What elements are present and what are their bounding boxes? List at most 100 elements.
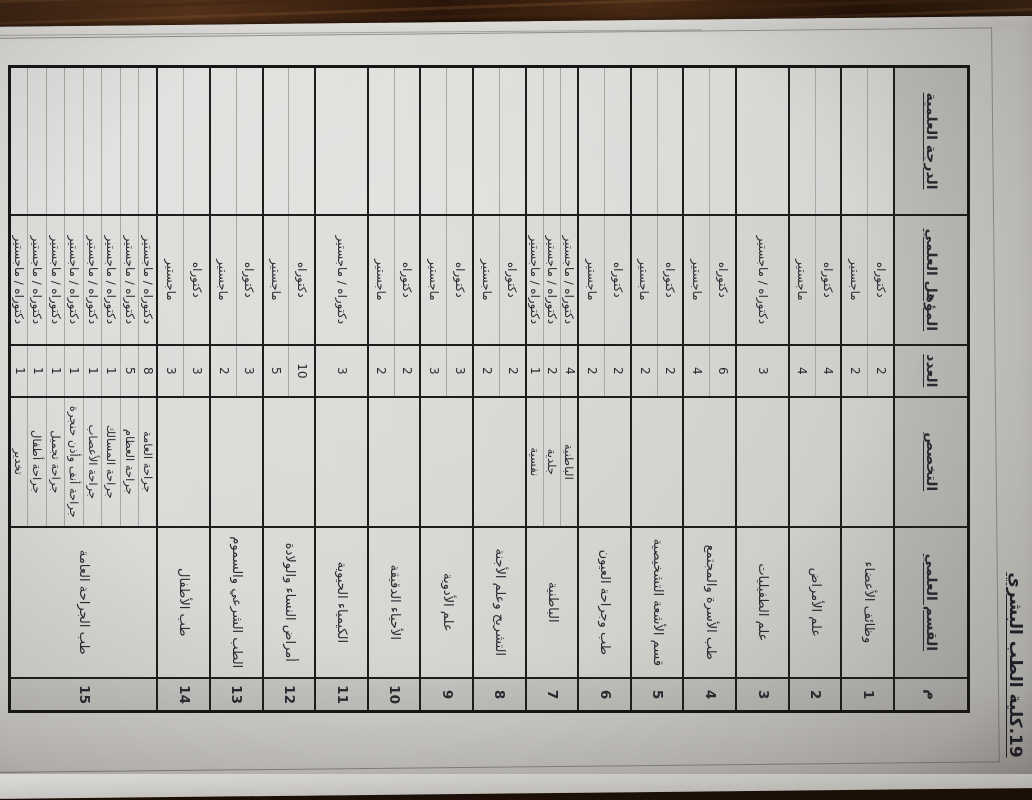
count-cell: 4 — [815, 344, 842, 398]
row-number-cell: 3 — [736, 678, 789, 712]
table-header-row: م القسم العلمي التخصص العدد المؤهل العلم… — [894, 66, 969, 712]
qualification-cell: دكتوراه — [394, 215, 421, 345]
dept-7-subrow: 7 الباطنية الباطنية 4 دكتوراه / ماجستير — [525, 66, 579, 712]
count-cell: 3 — [183, 344, 210, 398]
count-cell: 10 — [288, 344, 316, 398]
department-name-cell: طب الجراحة العامة — [9, 526, 158, 679]
row-number-cell: 2 — [788, 678, 842, 712]
qualification-cell: دكتوراه — [604, 215, 631, 345]
qualification-cell: ماجستير — [683, 215, 710, 345]
dept-14-subrow: 14 طب الأطفال 3 دكتوراه — [157, 66, 210, 712]
degree-cell-empty — [236, 66, 263, 216]
count-cell: 3 — [236, 344, 263, 398]
specialty-cell: جراحة أطفال — [28, 397, 47, 527]
qualification-cell: دكتوراه — [183, 215, 210, 345]
degree-cell-empty — [46, 66, 65, 216]
degree-cell-empty — [9, 66, 28, 216]
qualification-cell: ماجستير — [209, 215, 237, 345]
degree-cell-empty — [630, 66, 658, 216]
specialty-cell: جلدية — [543, 397, 561, 527]
count-cell: 3 — [420, 344, 447, 398]
department-name-cell: علم الطفيليات — [736, 526, 789, 679]
rotated-table-stage: م القسم العلمي التخصص العدد المؤهل العلم… — [8, 65, 970, 713]
qualification-cell: ماجستير — [157, 215, 184, 345]
qualification-cell: دكتوراه / ماجستير — [138, 215, 158, 345]
degree-cell-empty — [683, 66, 710, 216]
qualification-cell: ماجستير — [473, 215, 500, 345]
department-name-cell: طب الأسرة والمجتمع — [683, 526, 737, 679]
count-cell: 2 — [604, 344, 631, 398]
specialty-cell: جراحة الأعصاب — [83, 397, 102, 527]
count-cell: 4 — [560, 344, 579, 398]
qualification-cell: دكتوراه / ماجستير — [736, 215, 789, 345]
count-cell: 1 — [64, 344, 84, 398]
row-number-cell: 5 — [630, 678, 684, 712]
qualification-cell: دكتوراه — [499, 215, 526, 345]
document-title-text: 19.كلية الطب البشري — [1005, 572, 1025, 758]
dept-8-subrow: 8 التشريح وعلم الأجنة 2 دكتوراه — [473, 66, 526, 712]
dept-1-subrow: 1 وظائف الأعضاء 2 دكتوراه — [841, 66, 894, 712]
degree-cell-empty — [560, 66, 579, 216]
dept-4-subrow: 4 طب الأسرة والمجتمع 6 دكتوراه — [683, 66, 737, 712]
qualification-cell: دكتوراه — [867, 215, 894, 345]
count-cell: 2 — [209, 344, 237, 398]
degree-cell-empty — [788, 66, 816, 216]
row-number-cell: 10 — [367, 678, 421, 712]
specialty-cell: جراحة تجميل — [46, 397, 65, 527]
department-name-cell: طب الأطفال — [157, 526, 210, 679]
specialty-cell — [473, 397, 526, 527]
count-cell: 3 — [315, 344, 368, 398]
degree-cell-empty — [815, 66, 842, 216]
row-number-cell: 8 — [473, 678, 526, 712]
dept-13-subrow: 13 الطب الشرعي والسموم 3 دكتوراه — [209, 66, 263, 712]
degree-cell-empty — [157, 66, 184, 216]
qualification-cell: دكتوراه — [815, 215, 842, 345]
specialty-cell: جراحة العامة — [138, 397, 158, 527]
count-cell: 1 — [28, 344, 47, 398]
specialty-cell — [420, 397, 474, 527]
count-cell: 2 — [578, 344, 605, 398]
count-cell: 1 — [46, 344, 65, 398]
row-number-cell: 6 — [578, 678, 631, 712]
degree-cell-empty — [288, 66, 316, 216]
count-cell: 1 — [83, 344, 102, 398]
specialty-cell — [209, 397, 263, 527]
qualification-cell: ماجستير — [262, 215, 289, 345]
dept-11-subrow: 11 الكيمياء الحيوية 3 دكتوراه / ماجستير — [315, 66, 368, 712]
row-number-cell: 15 — [9, 678, 158, 712]
specialty-cell: جراحة العظام — [120, 397, 139, 527]
degree-cell-empty — [736, 66, 789, 216]
qualification-cell: دكتوراه — [288, 215, 316, 345]
degree-cell-empty — [28, 66, 47, 216]
qualification-cell: دكتوراه / ماجستير — [83, 215, 102, 345]
degree-cell-empty — [657, 66, 684, 216]
count-cell: 3 — [446, 344, 474, 398]
degree-cell-empty — [262, 66, 289, 216]
header-degree: الدرجة العلمية — [894, 66, 969, 216]
degree-cell-empty — [473, 66, 500, 216]
row-number-cell: 1 — [841, 678, 894, 712]
department-name-cell: وظائف الأعضاء — [841, 526, 894, 679]
qualification-cell: دكتوراه / ماجستير — [543, 215, 561, 345]
specialty-cell — [262, 397, 316, 527]
degree-cell-empty — [525, 66, 544, 216]
specialty-cell: الباطنية — [560, 397, 579, 527]
count-cell: 2 — [367, 344, 395, 398]
header-department: القسم العلمي — [894, 526, 969, 679]
qualification-cell: دكتوراه / ماجستير — [9, 215, 28, 345]
count-cell: 1 — [101, 344, 121, 398]
specialty-cell — [578, 397, 631, 527]
degree-cell-empty — [420, 66, 447, 216]
dept-15-subrow: 15 طب الجراحة العامة جراحة العامة 8 دكتوراه … — [9, 66, 158, 712]
count-cell: 5 — [120, 344, 139, 398]
document-title: 19.كلية الطب البشري — [999, 550, 1025, 780]
degree-cell-empty — [543, 66, 561, 216]
header-count: العدد — [894, 344, 969, 398]
qualification-cell: دكتوراه / ماجستير — [120, 215, 139, 345]
qualification-cell: ماجستير — [420, 215, 447, 345]
degree-cell-empty — [101, 66, 121, 216]
qualification-cell: دكتوراه / ماجستير — [560, 215, 579, 345]
department-name-cell: علم الأمراض — [788, 526, 842, 679]
specialty-cell — [630, 397, 684, 527]
dept-9-subrow: 9 علم الأدوية 3 دكتوراه — [420, 66, 474, 712]
